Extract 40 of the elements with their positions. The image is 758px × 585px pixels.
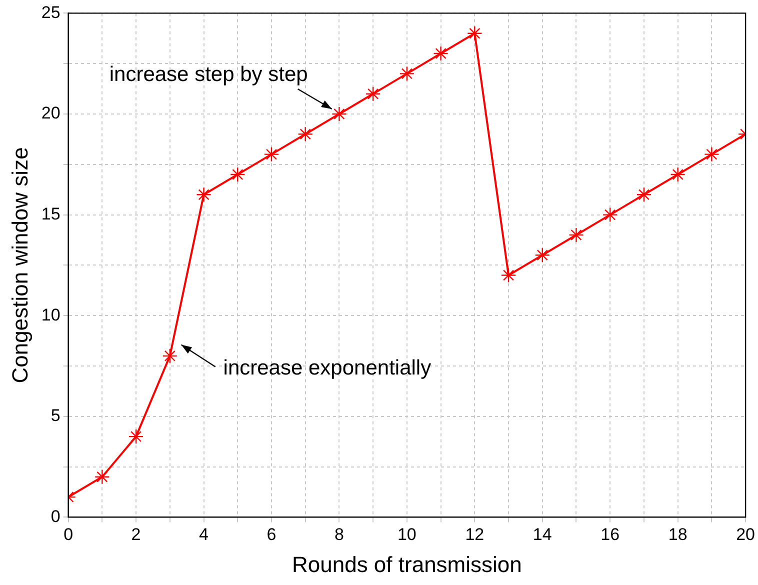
y-tick-label: 15 [41, 204, 60, 224]
point [230, 166, 246, 182]
x-tick-label: 10 [397, 525, 416, 544]
x-tick-label: 2 [131, 525, 141, 544]
point [399, 66, 415, 82]
point [670, 166, 686, 182]
annotation: increase exponentially [223, 356, 432, 380]
x-axis-title: Rounds of transmission [292, 552, 522, 577]
x-tick-label: 14 [532, 525, 552, 544]
point [162, 348, 178, 364]
point [500, 268, 516, 283]
y-tick-label: 20 [41, 104, 60, 123]
point [433, 46, 448, 62]
annotation: increase step by step [109, 62, 308, 86]
x-tick-label: 18 [668, 525, 688, 544]
point [568, 227, 584, 243]
point [298, 126, 313, 142]
y-axis-title: Congestion window size [7, 147, 32, 384]
point [128, 428, 144, 444]
x-tick-label: 8 [334, 525, 344, 544]
x-tick-label: 20 [736, 525, 756, 544]
x-tick-label: 6 [266, 525, 276, 544]
x-tick-label: 4 [199, 525, 208, 544]
y-tick-label: 0 [50, 506, 60, 526]
point [365, 86, 381, 102]
point [196, 187, 212, 202]
point [264, 146, 280, 162]
x-tick-label: 12 [465, 525, 484, 544]
point [332, 106, 347, 122]
point [534, 248, 550, 263]
point [602, 207, 618, 222]
point [636, 187, 652, 202]
point [704, 146, 720, 162]
x-tick-label: 16 [600, 525, 620, 544]
y-tick-label: 25 [41, 2, 60, 22]
y-tick-label: 10 [41, 305, 60, 324]
point [467, 26, 482, 41]
x-tick-label: 0 [64, 525, 74, 544]
point [94, 469, 110, 484]
y-tick-label: 5 [50, 406, 60, 426]
